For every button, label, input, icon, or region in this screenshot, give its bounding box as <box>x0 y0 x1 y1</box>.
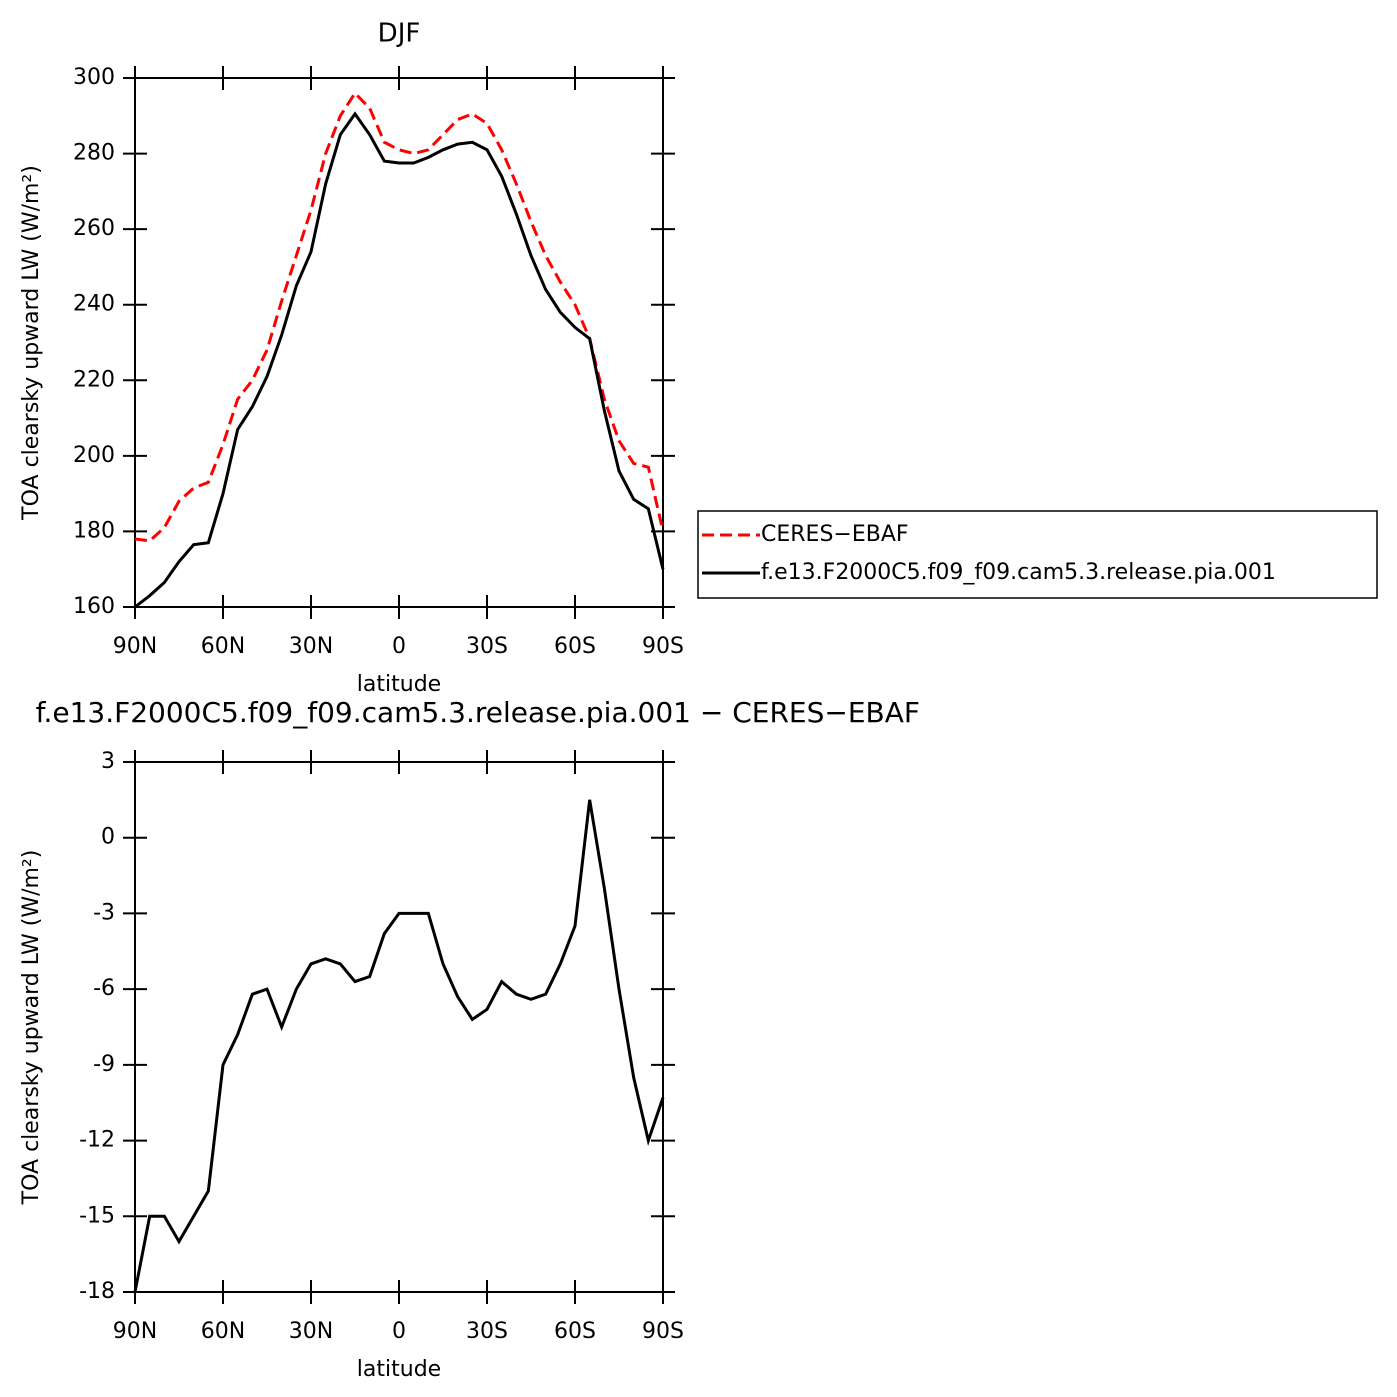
chart-title: DJF <box>378 19 421 49</box>
y-tick-label: -18 <box>79 1279 115 1304</box>
y-tick-label: 240 <box>73 292 115 317</box>
x-tick-label: 60N <box>201 1319 245 1344</box>
x-tick-label: 90S <box>642 634 684 659</box>
y-tick-label: 180 <box>73 518 115 543</box>
data-line <box>134 90 665 543</box>
legend-label: CERES−EBAF <box>761 522 909 547</box>
x-tick-label: 30S <box>466 634 508 659</box>
y-tick-label: 3 <box>101 749 115 774</box>
x-tick-label: 90N <box>113 634 157 659</box>
x-tick-label: 90S <box>642 1319 684 1344</box>
x-tick-label: 60S <box>554 1319 596 1344</box>
y-tick-label: -12 <box>79 1128 115 1153</box>
x-axis-label: latitude <box>357 1357 441 1382</box>
y-tick-label: 160 <box>73 594 115 619</box>
y-tick-label: -6 <box>93 976 115 1001</box>
legend-label: f.e13.F2000C5.f09_f09.cam5.3.release.pia… <box>761 560 1276 585</box>
x-tick-label: 0 <box>392 1319 406 1344</box>
x-tick-label: 90N <box>113 1319 157 1344</box>
data-line <box>134 111 665 609</box>
chart-title: f.e13.F2000C5.f09_f09.cam5.3.release.pia… <box>36 696 920 729</box>
y-tick-label: -15 <box>79 1203 115 1228</box>
x-tick-label: 30N <box>289 1319 333 1344</box>
y-axis-label: TOA clearsky upward LW (W/m²) <box>19 165 44 521</box>
y-tick-label: -3 <box>93 900 115 925</box>
y-tick-label: -9 <box>93 1052 115 1077</box>
x-tick-label: 0 <box>392 634 406 659</box>
x-axis-label: latitude <box>357 672 441 697</box>
x-tick-label: 30N <box>289 634 333 659</box>
y-tick-label: 200 <box>73 443 115 468</box>
y-tick-label: 220 <box>73 367 115 392</box>
data-line <box>133 799 665 1293</box>
y-tick-label: 0 <box>101 825 115 850</box>
y-axis-label: TOA clearsky upward LW (W/m²) <box>19 850 44 1206</box>
x-tick-label: 60N <box>201 634 245 659</box>
x-tick-label: 60S <box>554 634 596 659</box>
x-tick-label: 30S <box>466 1319 508 1344</box>
y-tick-label: 280 <box>73 141 115 166</box>
legend-box <box>697 510 1378 599</box>
y-tick-label: 260 <box>73 216 115 241</box>
y-tick-label: 300 <box>73 65 115 90</box>
